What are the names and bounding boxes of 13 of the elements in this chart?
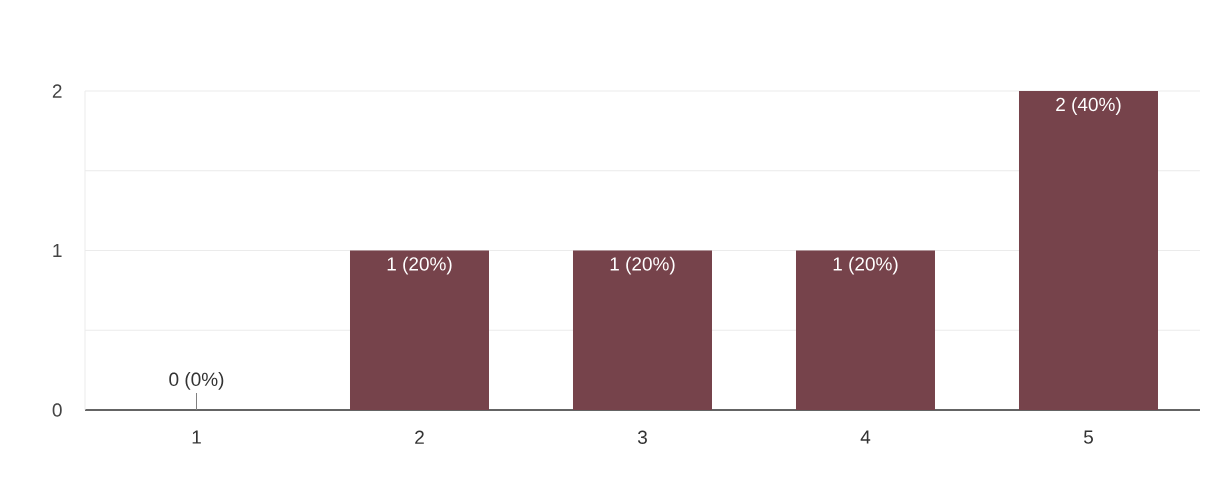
data-label: 1 (20%): [610, 256, 675, 275]
data-label: 2 (40%): [1056, 97, 1121, 115]
x-tick-label: 4: [860, 430, 871, 444]
data-label: 1 (20%): [833, 256, 898, 275]
x-tick-label: 5: [1083, 430, 1093, 444]
x-tick-label: 3: [637, 430, 647, 444]
y-tick-label: 0: [52, 403, 62, 417]
y-tick-label: 2: [52, 84, 62, 98]
y-tick-label: 1: [53, 243, 62, 258]
x-tick-label: 2: [415, 430, 424, 444]
data-label: 0 (0%): [169, 372, 224, 390]
x-tick-label: 1: [192, 430, 201, 444]
data-label: 1 (20%): [387, 256, 452, 275]
